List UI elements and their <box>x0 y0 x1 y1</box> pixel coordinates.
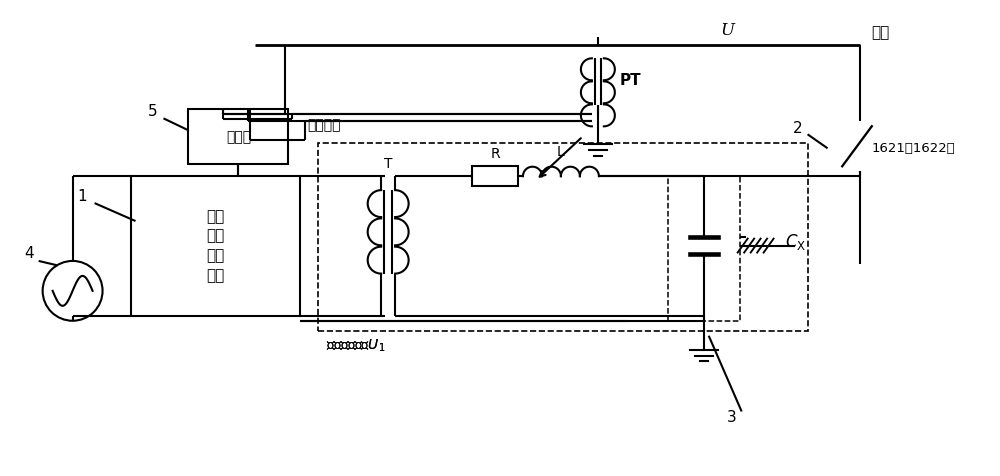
Bar <box>131 176 300 316</box>
Bar <box>472 166 518 186</box>
Bar <box>188 109 288 164</box>
Text: 同频
同相
试验
电源: 同频 同相 试验 电源 <box>206 209 225 283</box>
Text: L: L <box>557 145 565 159</box>
Text: 1621（1622）: 1621（1622） <box>871 142 955 155</box>
Text: U: U <box>721 21 735 39</box>
Text: 3: 3 <box>727 410 737 425</box>
Text: 5: 5 <box>148 104 157 119</box>
Bar <box>668 176 740 321</box>
Text: 4: 4 <box>24 247 33 261</box>
Text: $C_{\mathrm{X}}$: $C_{\mathrm{X}}$ <box>785 232 806 252</box>
Text: 1: 1 <box>78 188 87 204</box>
Text: 试验电压信号$U_1$: 试验电压信号$U_1$ <box>326 337 385 354</box>
Text: 控制箱: 控制箱 <box>226 130 251 144</box>
Text: PT: PT <box>620 73 641 88</box>
Text: T: T <box>384 157 392 171</box>
Text: 试验电压信号$U_1$: 试验电压信号$U_1$ <box>326 337 385 354</box>
Text: 2: 2 <box>793 121 802 136</box>
Text: 参考信号: 参考信号 <box>307 118 341 132</box>
Text: 母线: 母线 <box>871 26 890 40</box>
Bar <box>318 143 808 331</box>
Text: R: R <box>490 147 500 161</box>
